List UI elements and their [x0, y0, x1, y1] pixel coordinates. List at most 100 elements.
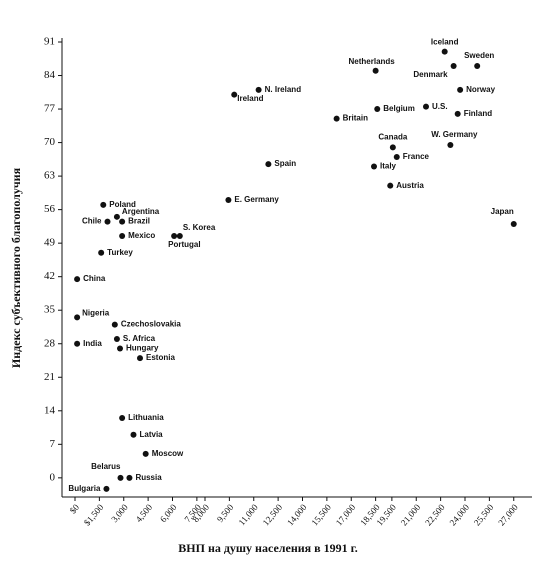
point	[113, 335, 120, 342]
point-label: Belgium	[383, 104, 415, 113]
point-label: W. Germany	[431, 130, 478, 139]
y-tick-label: 49	[44, 237, 56, 249]
point	[387, 182, 394, 189]
point	[333, 115, 340, 122]
point-label: Turkey	[107, 248, 133, 257]
point	[231, 91, 238, 98]
point	[176, 232, 183, 239]
point-label: Argentina	[122, 207, 160, 216]
point	[450, 62, 457, 69]
point	[111, 321, 118, 328]
point-label: Canada	[378, 132, 407, 141]
x-tick-label: 14,000	[285, 502, 309, 528]
point-label: Spain	[274, 159, 296, 168]
point	[454, 110, 461, 117]
point	[117, 345, 124, 352]
point-label: Poland	[109, 200, 136, 209]
y-tick-label: 91	[44, 36, 55, 48]
point	[126, 474, 133, 481]
y-axis-title: Индекс субъективного благополучия	[9, 167, 23, 368]
point-label: Lithuania	[128, 413, 164, 422]
x-axis-title: ВНП на душу населения в 1991 г.	[178, 541, 357, 555]
point	[255, 86, 262, 93]
point-label: Ireland	[237, 94, 263, 103]
point-label: Moscow	[152, 449, 184, 458]
point	[103, 485, 110, 492]
y-tick-label: 70	[44, 136, 56, 148]
point	[119, 218, 126, 225]
x-tick-label: 11,000	[237, 502, 261, 528]
x-tick-label: 24,000	[448, 502, 472, 528]
point-label: Sweden	[464, 51, 494, 60]
point	[393, 153, 400, 160]
y-tick-label: 0	[50, 471, 56, 483]
point-label: S. Africa	[123, 334, 156, 343]
point	[119, 414, 126, 421]
point-label: Iceland	[431, 38, 459, 47]
point-label: Hungary	[126, 344, 159, 353]
y-tick-label: 42	[44, 270, 55, 282]
x-tick-label: 4,500	[134, 502, 155, 524]
point	[142, 450, 149, 457]
x-tick-label: 9,500	[215, 502, 236, 524]
point	[130, 431, 137, 438]
point	[441, 48, 448, 55]
point-label: N. Ireland	[265, 85, 302, 94]
point-label: China	[83, 274, 106, 283]
point	[100, 201, 107, 208]
point-label: Denmark	[413, 70, 448, 79]
point-label: Japan	[491, 207, 514, 216]
point	[119, 232, 126, 239]
point-label: Brazil	[128, 217, 150, 226]
point	[374, 106, 381, 113]
point-label: Italy	[380, 162, 397, 171]
y-tick-label: 77	[44, 103, 56, 115]
point	[265, 161, 272, 168]
x-tick-label: 21,000	[399, 502, 423, 528]
point-label: Finland	[464, 109, 493, 118]
point	[474, 62, 481, 69]
point	[74, 340, 81, 347]
point	[171, 232, 178, 239]
y-tick-label: 21	[44, 371, 55, 383]
point-label: Nigeria	[82, 309, 110, 318]
x-tick-label: $0	[68, 502, 82, 516]
x-tick-label: 25,500	[472, 502, 496, 528]
point-label: Chile	[82, 217, 102, 226]
point	[113, 213, 120, 220]
point-label: Estonia	[146, 353, 175, 362]
y-tick-label: 7	[50, 438, 56, 450]
y-tick-label: 35	[44, 304, 56, 316]
x-tick-label: 15,500	[309, 502, 333, 528]
point-label: Norway	[466, 85, 495, 94]
y-tick-label: 28	[44, 337, 56, 349]
point	[74, 276, 81, 283]
point-label: Portugal	[168, 240, 200, 249]
point-label: Russia	[135, 473, 162, 482]
x-tick-label: 27,000	[496, 502, 520, 528]
point-label: Netherlands	[349, 57, 396, 66]
point-label: S. Korea	[183, 223, 216, 232]
point-label: Bulgaria	[68, 484, 101, 493]
point-label: Czechoslovakia	[121, 320, 182, 329]
x-tick-label: $1,500	[82, 502, 106, 528]
point-label: Belarus	[91, 462, 121, 471]
point-label: Mexico	[128, 231, 155, 240]
point	[372, 67, 379, 74]
point-label: France	[403, 152, 430, 161]
point	[117, 474, 124, 481]
point-label: U.S.	[432, 102, 448, 111]
x-tick-label: 3,000	[109, 502, 130, 524]
point-label: E. Germany	[234, 195, 279, 204]
point	[104, 218, 111, 225]
y-tick-label: 14	[44, 404, 56, 416]
x-tick-label: 22,500	[423, 502, 447, 528]
point-label: Austria	[396, 181, 424, 190]
point	[457, 86, 464, 93]
point	[423, 103, 429, 110]
point	[510, 221, 517, 227]
point	[225, 197, 232, 204]
x-tick-label: 6,000	[158, 502, 179, 524]
y-tick-label: 56	[44, 203, 56, 215]
point	[137, 355, 143, 362]
